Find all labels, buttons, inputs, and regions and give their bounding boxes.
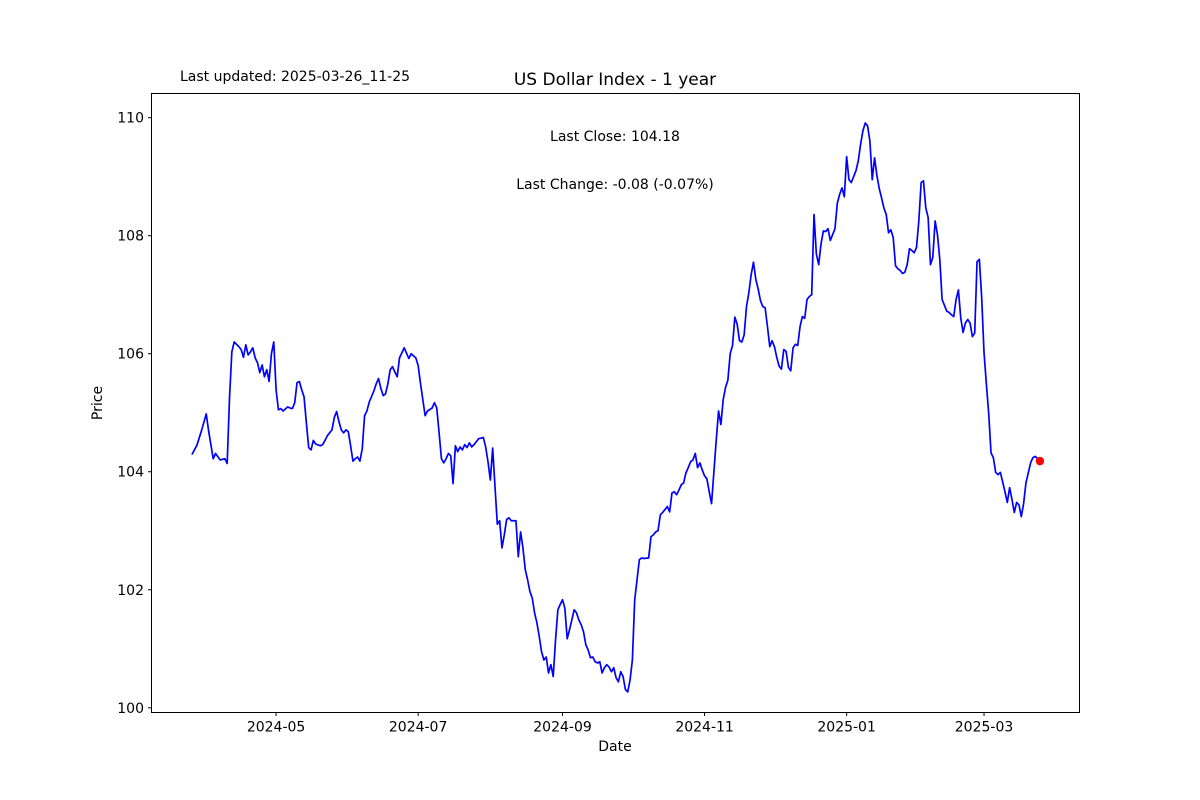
y-tick-label: 104 <box>117 465 144 481</box>
last-close-text: Last Close: 104.18 <box>550 129 680 145</box>
y-tick-label: 106 <box>117 347 144 363</box>
x-tick-label: 2024-05 <box>247 720 306 736</box>
plot-border <box>151 93 1080 713</box>
x-tick-label: 2024-07 <box>389 720 448 736</box>
chart-title: US Dollar Index - 1 year <box>513 70 717 90</box>
y-tick-label: 102 <box>117 583 144 599</box>
last-updated-annotation: Last updated: 2025-03-26_11-25 <box>180 69 411 85</box>
price-line <box>191 122 1041 693</box>
y-tick-label: 108 <box>117 229 144 245</box>
x-axis-label: Date <box>598 739 632 755</box>
chart-subtitle: Last Close: 104.18 Last Change: -0.08 (-… <box>151 97 1079 225</box>
x-tick-label: 2025-03 <box>955 720 1014 736</box>
y-tick-label: 100 <box>117 701 144 717</box>
y-tick-label: 110 <box>117 111 144 127</box>
x-tick-label: 2024-11 <box>675 720 734 736</box>
last-close-marker <box>1035 456 1045 466</box>
last-change-text: Last Change: -0.08 (-0.07%) <box>516 177 714 193</box>
x-tick-label: 2025-01 <box>817 720 876 736</box>
x-tick-label: 2024-09 <box>533 720 592 736</box>
